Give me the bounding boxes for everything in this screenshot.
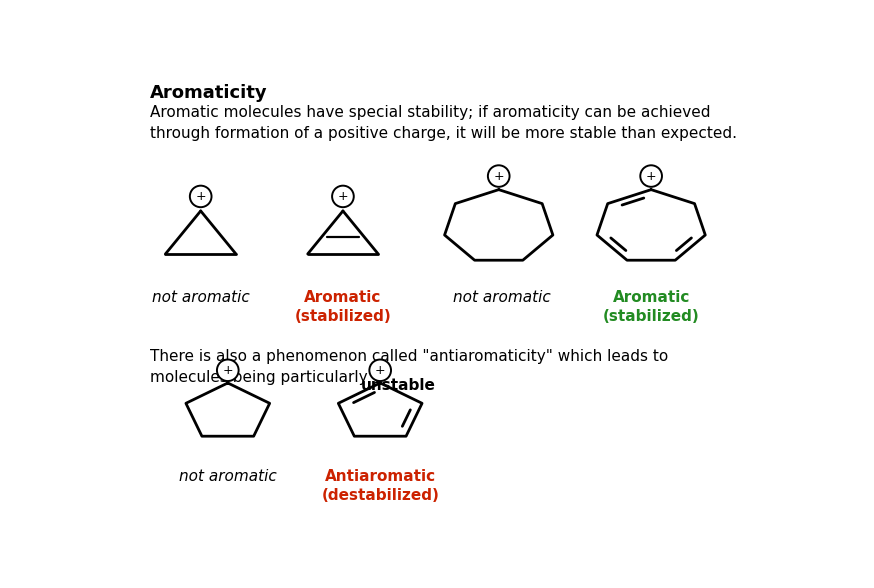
Text: unstable: unstable [361,377,436,393]
Text: +: + [375,364,385,377]
Text: not aromatic: not aromatic [179,469,277,484]
Text: +: + [337,190,348,203]
Text: not aromatic: not aromatic [152,290,250,305]
Text: Antiaromatic
(destabilized): Antiaromatic (destabilized) [322,469,439,503]
Ellipse shape [332,186,354,207]
Text: Aromaticity: Aromaticity [150,84,267,102]
Text: molecules being particularly: molecules being particularly [150,377,372,393]
Text: +: + [646,169,656,182]
Text: Aromatic
(stabilized): Aromatic (stabilized) [295,290,392,324]
Text: Aromatic
(stabilized): Aromatic (stabilized) [603,290,699,324]
Ellipse shape [641,165,662,187]
Ellipse shape [217,359,239,381]
Text: There is also a phenomenon called "antiaromaticity" which leads to
molecules bei: There is also a phenomenon called "antia… [150,349,668,385]
Text: not aromatic: not aromatic [454,290,551,305]
Text: +: + [196,190,206,203]
Text: Aromatic molecules have special stability; if aromaticity can be achieved
throug: Aromatic molecules have special stabilit… [150,105,737,141]
Ellipse shape [488,165,510,187]
Ellipse shape [190,186,212,207]
Text: +: + [494,169,504,182]
Ellipse shape [370,359,391,381]
Text: +: + [223,364,233,377]
